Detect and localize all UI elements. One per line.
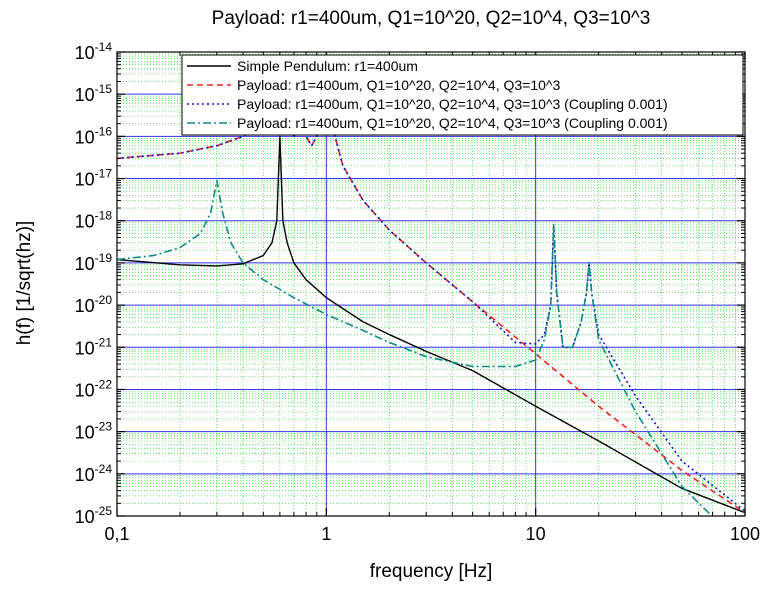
plot-frame — [116, 51, 746, 517]
x-axis-label: frequency [Hz] — [370, 561, 493, 582]
y-tick-label: 10-18 — [75, 209, 113, 232]
legend-label-4: Payload: r1=400um, Q1=10^20, Q2=10^4, Q3… — [237, 115, 668, 131]
x-tick-label: 100 — [730, 524, 760, 544]
series-line-4 — [117, 179, 713, 516]
y-tick-label: 10-23 — [75, 420, 113, 443]
y-tick-label: 10-25 — [75, 504, 113, 527]
y-tick-labels: 10-14 10-15 10-16 10-17 10-18 10-19 10-20 10-21… — [75, 40, 113, 527]
y-tick-label: 10-15 — [75, 82, 113, 105]
legend-label-1: Simple Pendulum: r1=400um — [237, 58, 418, 74]
y-tick-label: 10-14 — [75, 40, 113, 63]
y-axis-label: h(f) [1/sqrt(hz)] — [14, 221, 35, 346]
chart-title: Payload: r1=400um, Q1=10^20, Q2=10^4, Q3… — [212, 8, 651, 29]
y-tick-label: 10-16 — [75, 124, 113, 147]
x-tick-label: 1 — [321, 524, 331, 544]
y-tick-label: 10-21 — [75, 335, 113, 358]
y-tick-label: 10-20 — [75, 293, 113, 316]
y-tick-label: 10-17 — [75, 167, 113, 190]
x-tick-labels: 0,1 1 10 100 — [104, 524, 760, 544]
legend-box — [181, 54, 744, 136]
legend: Simple Pendulum: r1=400um Payload: r1=400… — [181, 54, 744, 136]
series-line-1 — [117, 135, 745, 514]
y-tick-label: 10-24 — [75, 462, 113, 485]
x-tick-label: 10 — [526, 524, 546, 544]
y-tick-label: 10-19 — [75, 251, 113, 274]
legend-label-3: Payload: r1=400um, Q1=10^20, Q2=10^4, Q3… — [237, 96, 668, 112]
minor-grid — [117, 52, 745, 516]
axis-ticks — [116, 51, 746, 517]
legend-label-2: Payload: r1=400um, Q1=10^20, Q2=10^4, Q3… — [237, 77, 560, 93]
y-tick-label: 10-22 — [75, 377, 113, 400]
x-tick-label: 0,1 — [104, 524, 129, 544]
